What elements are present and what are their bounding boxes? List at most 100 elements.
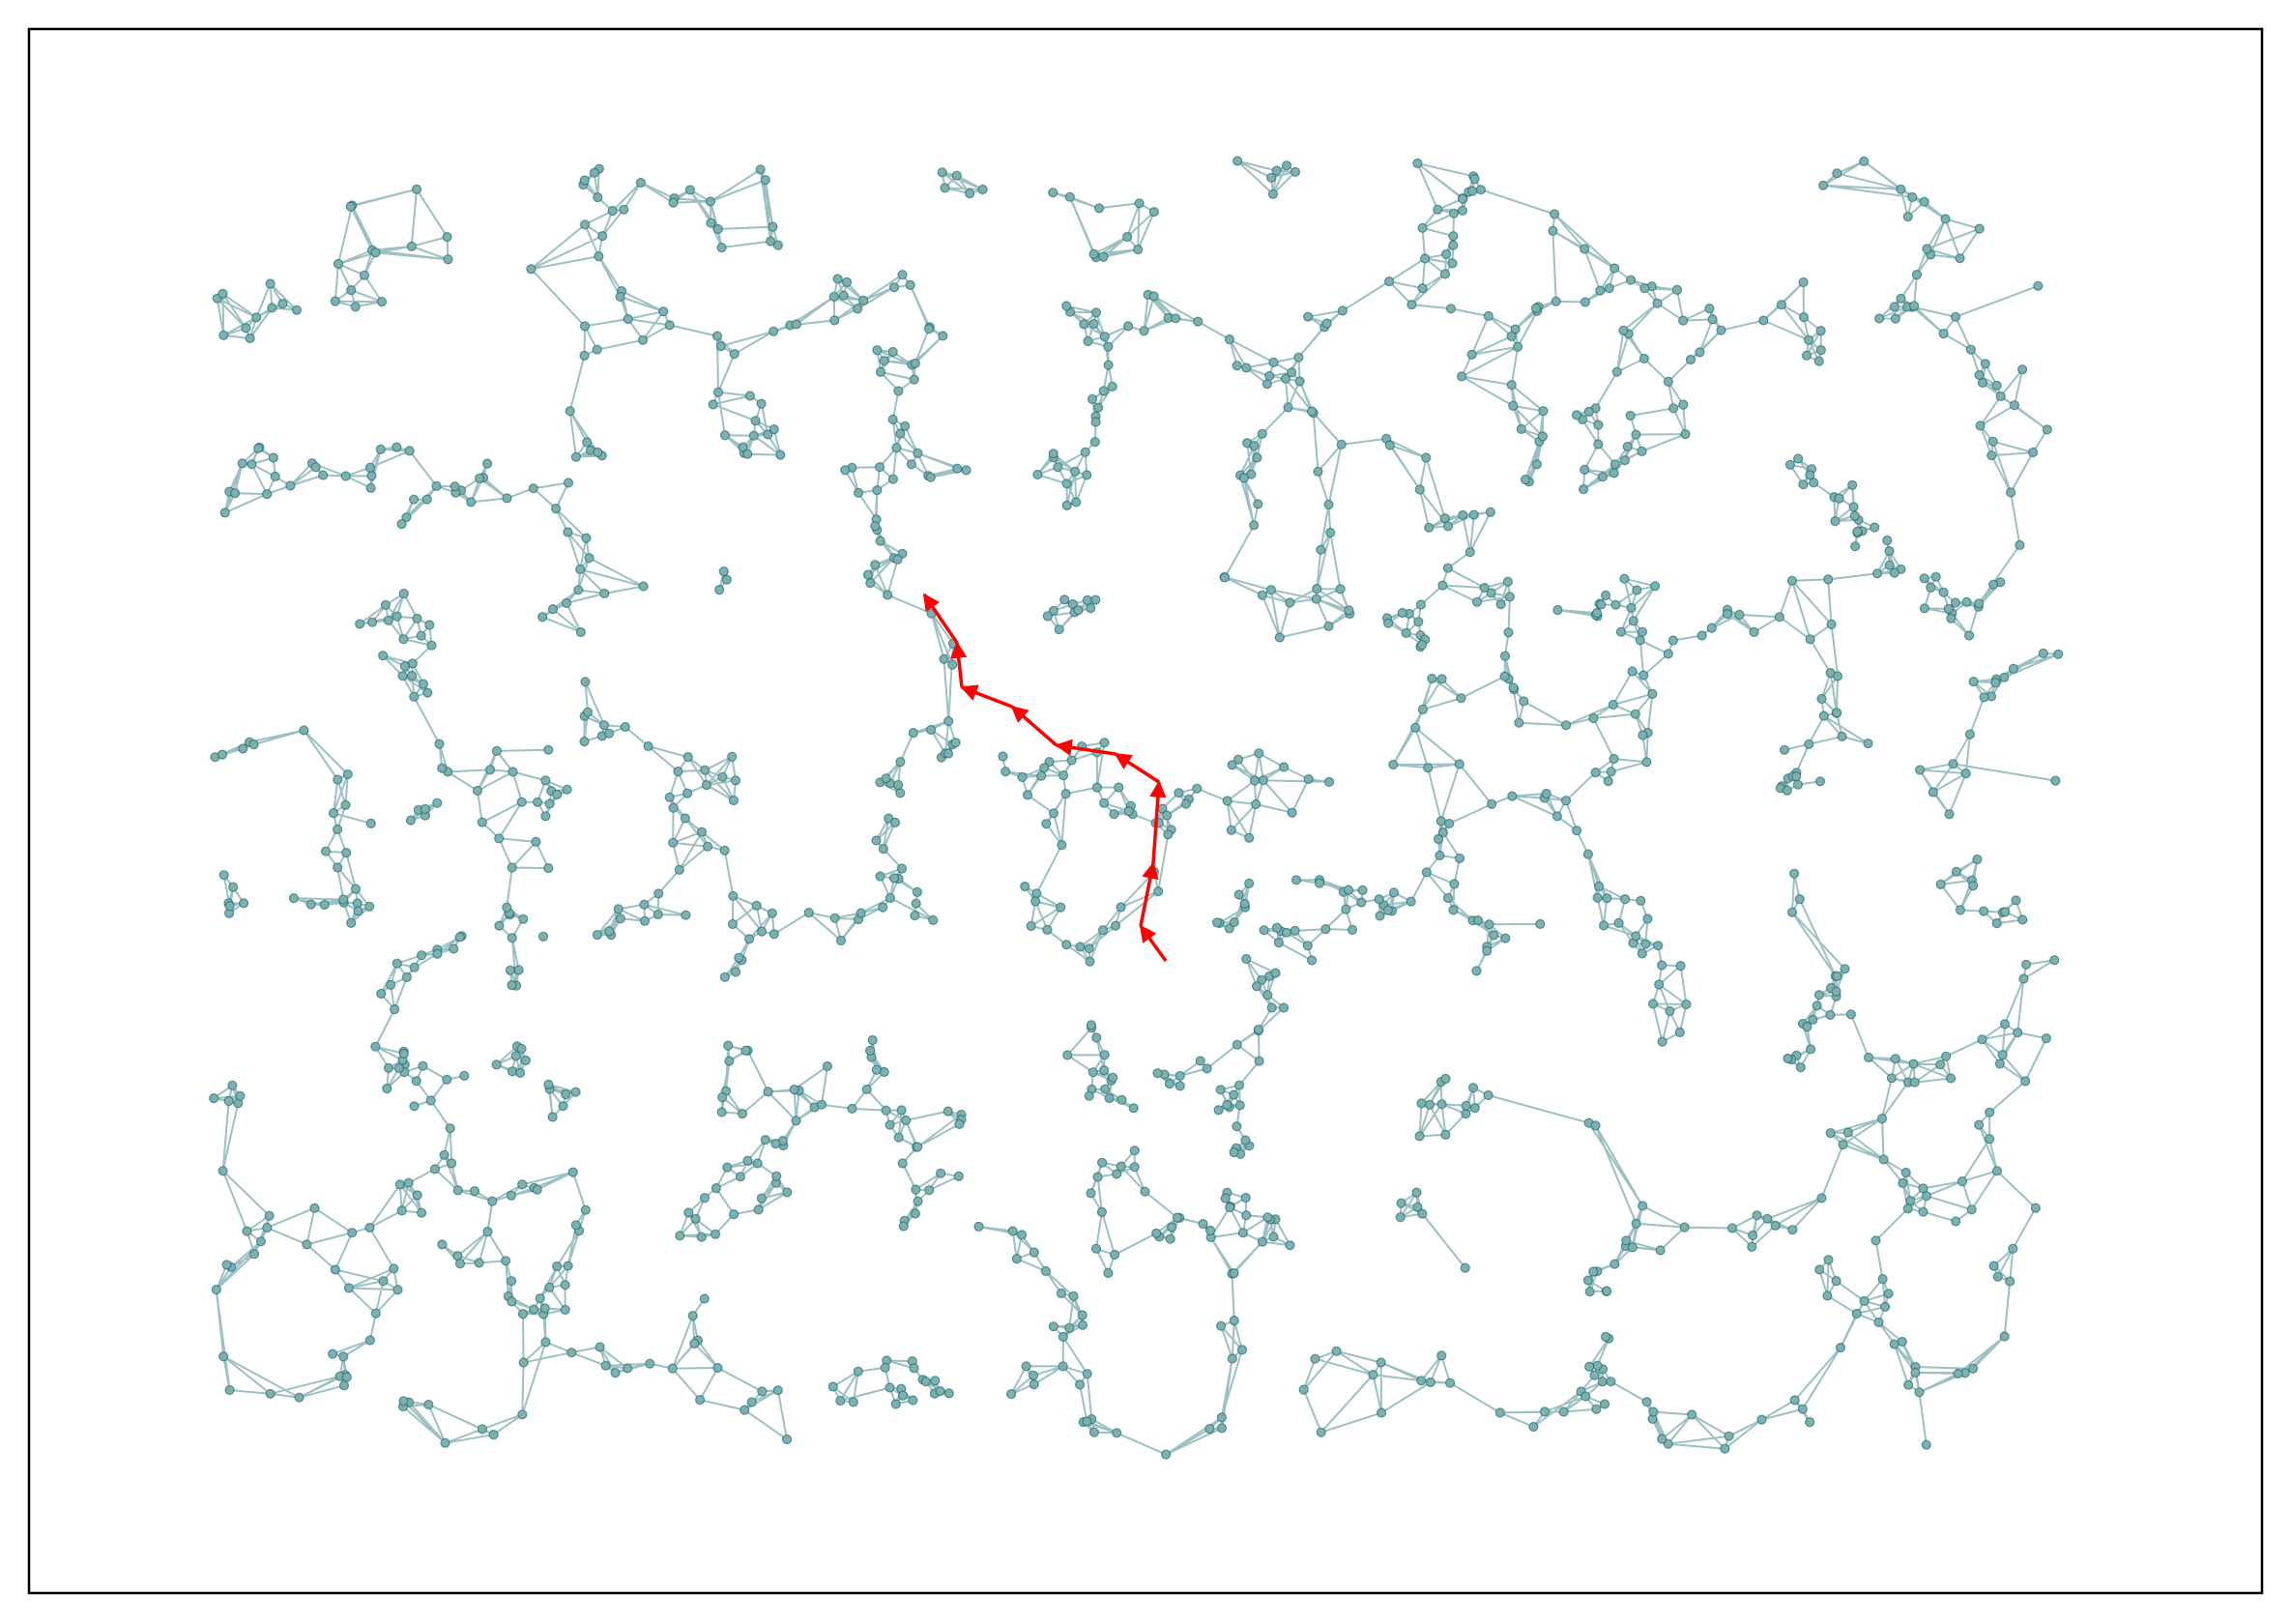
node bbox=[2017, 914, 2028, 925]
node bbox=[340, 471, 351, 481]
node bbox=[1997, 1050, 2008, 1060]
node bbox=[1583, 1361, 1595, 1373]
node bbox=[1834, 493, 1844, 504]
node bbox=[1951, 866, 1961, 877]
node bbox=[1638, 1201, 1648, 1211]
node bbox=[277, 299, 288, 309]
node bbox=[392, 611, 402, 622]
node bbox=[1794, 893, 1805, 905]
node bbox=[1433, 833, 1444, 845]
node bbox=[668, 837, 679, 848]
node bbox=[1774, 612, 1785, 623]
node bbox=[1641, 757, 1652, 768]
node bbox=[1631, 931, 1641, 942]
node bbox=[1222, 796, 1232, 806]
node bbox=[937, 167, 947, 178]
node bbox=[1589, 1370, 1600, 1380]
node bbox=[1000, 767, 1011, 777]
node bbox=[1281, 160, 1292, 171]
node bbox=[1503, 627, 1514, 638]
node bbox=[426, 640, 437, 651]
node bbox=[771, 1171, 782, 1181]
node bbox=[1376, 1407, 1387, 1418]
node bbox=[977, 184, 988, 195]
node bbox=[494, 833, 505, 844]
node bbox=[409, 962, 420, 972]
node bbox=[338, 894, 349, 905]
node bbox=[756, 398, 767, 409]
node bbox=[449, 943, 459, 954]
node bbox=[1999, 1019, 2011, 1030]
node bbox=[365, 482, 376, 493]
node bbox=[267, 303, 277, 313]
node bbox=[719, 845, 730, 856]
node bbox=[2008, 663, 2018, 674]
node bbox=[768, 326, 779, 336]
node bbox=[909, 374, 919, 385]
node bbox=[547, 1112, 558, 1122]
node bbox=[1538, 406, 1549, 417]
node bbox=[1499, 651, 1511, 661]
node bbox=[1423, 763, 1434, 773]
node bbox=[1229, 916, 1239, 928]
node bbox=[359, 270, 370, 280]
node bbox=[350, 884, 362, 894]
node bbox=[1022, 790, 1033, 800]
node bbox=[535, 1292, 545, 1304]
node bbox=[1237, 1228, 1249, 1238]
node bbox=[728, 1208, 740, 1220]
node bbox=[1758, 315, 1769, 326]
node bbox=[1092, 1172, 1103, 1182]
node bbox=[560, 1304, 570, 1316]
node bbox=[1889, 567, 1900, 578]
node bbox=[328, 807, 339, 819]
node bbox=[1464, 546, 1475, 558]
node bbox=[405, 815, 416, 826]
node bbox=[1174, 788, 1184, 798]
node bbox=[1734, 609, 1745, 621]
node bbox=[563, 1261, 573, 1271]
node bbox=[1530, 303, 1542, 313]
node bbox=[1232, 361, 1242, 371]
node bbox=[417, 1207, 427, 1218]
node bbox=[382, 1083, 392, 1094]
node bbox=[510, 1051, 521, 1061]
node bbox=[1239, 898, 1250, 910]
node bbox=[1762, 1213, 1773, 1224]
node bbox=[1357, 884, 1368, 896]
node bbox=[1054, 624, 1064, 635]
node bbox=[1039, 763, 1050, 773]
node bbox=[1066, 755, 1077, 766]
node bbox=[1074, 1379, 1086, 1390]
node bbox=[750, 416, 761, 426]
node bbox=[1058, 769, 1069, 781]
node bbox=[1890, 313, 1901, 324]
node bbox=[491, 1059, 502, 1070]
node bbox=[1240, 1135, 1251, 1146]
node bbox=[1883, 1289, 1894, 1299]
node bbox=[1814, 1264, 1825, 1275]
node bbox=[887, 346, 898, 358]
node bbox=[529, 1304, 539, 1315]
node bbox=[1726, 1223, 1738, 1233]
node bbox=[2009, 400, 2019, 411]
node bbox=[1129, 1146, 1140, 1156]
node bbox=[1064, 1322, 1075, 1333]
node bbox=[398, 588, 409, 599]
node bbox=[1632, 585, 1642, 595]
node bbox=[584, 553, 594, 564]
node bbox=[1193, 316, 1204, 327]
node bbox=[1171, 313, 1181, 324]
node bbox=[1376, 1357, 1386, 1368]
node bbox=[1603, 775, 1613, 787]
node bbox=[1417, 283, 1428, 294]
node bbox=[911, 898, 921, 909]
node bbox=[1606, 767, 1616, 777]
node bbox=[1271, 165, 1282, 176]
node bbox=[717, 1091, 728, 1103]
node bbox=[219, 508, 230, 518]
node bbox=[1056, 1288, 1067, 1299]
node bbox=[565, 406, 575, 417]
node bbox=[1707, 314, 1718, 325]
path-edge bbox=[950, 641, 968, 688]
